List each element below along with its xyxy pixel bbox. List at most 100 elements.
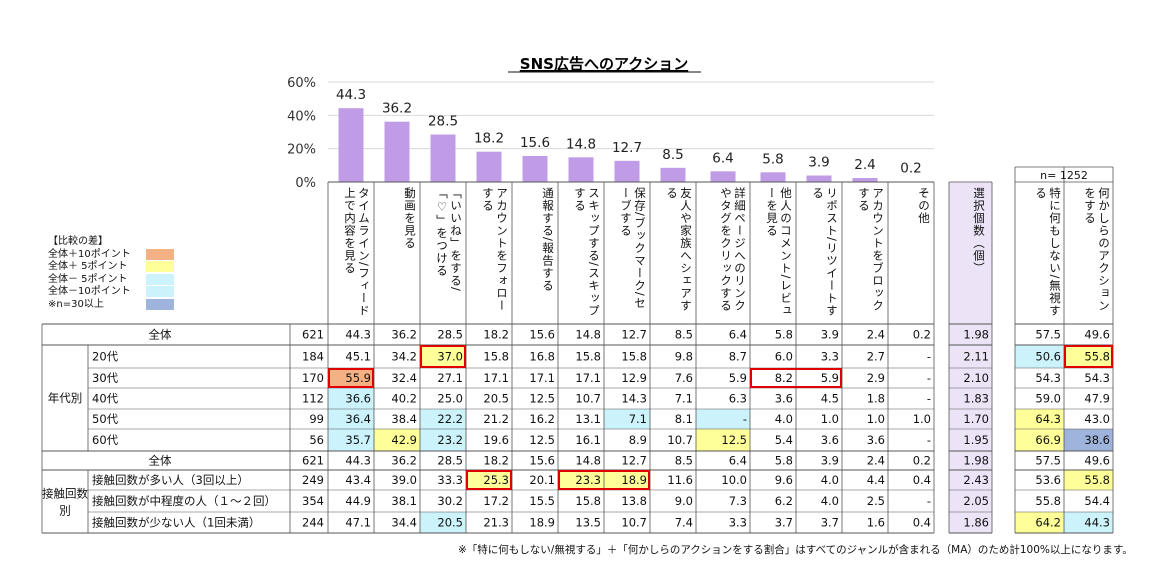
category-label: 通報する/報告する bbox=[541, 187, 555, 292]
table-cell: 22.2 bbox=[437, 412, 463, 426]
row-label: 60代 bbox=[92, 433, 119, 447]
some-header: 何かしらのアクションをする bbox=[1083, 187, 1111, 312]
table-cell: 13.8 bbox=[621, 494, 647, 508]
table-cell: 17.1 bbox=[529, 371, 555, 385]
selected-cell-band bbox=[949, 388, 992, 409]
table-cell: 32.4 bbox=[391, 371, 417, 385]
bar bbox=[568, 157, 594, 182]
cell-highlight bbox=[558, 470, 604, 490]
row-label: 接触回数が中程度の人（１～２回） bbox=[92, 494, 276, 508]
table-cell: 4.0 bbox=[775, 412, 793, 426]
row-n: 170 bbox=[302, 371, 324, 385]
selected-count: 2.11 bbox=[963, 350, 989, 364]
highlight-box bbox=[558, 470, 650, 490]
table-cell: - bbox=[743, 412, 747, 426]
table-cell: 2.4 bbox=[867, 328, 885, 342]
selected-count: 1.70 bbox=[963, 412, 989, 426]
bar bbox=[384, 121, 410, 182]
category-label: リポスト/リツイートする bbox=[811, 187, 839, 317]
some-cell: 47.9 bbox=[1084, 392, 1110, 406]
selected-count: 1.95 bbox=[963, 433, 989, 447]
table-cell: 9.0 bbox=[675, 494, 693, 508]
table-cell: 44.3 bbox=[345, 328, 371, 342]
bar bbox=[852, 178, 878, 182]
selected-cell-band bbox=[949, 409, 992, 429]
bar bbox=[430, 134, 456, 182]
y-tick-label: 60% bbox=[287, 76, 316, 91]
row-label: 30代 bbox=[92, 371, 119, 385]
row-n: 621 bbox=[302, 328, 324, 342]
legend-item: 全体－10ポイント bbox=[48, 286, 176, 299]
legend-item-label: 全体－10ポイント bbox=[48, 286, 131, 297]
legend-item: 全体＋10ポイント bbox=[48, 248, 176, 262]
table-cell: 1.0 bbox=[867, 412, 885, 426]
row-n: 99 bbox=[309, 412, 324, 426]
bar bbox=[476, 151, 502, 182]
table-cell: 13.1 bbox=[575, 412, 601, 426]
bar bbox=[710, 171, 736, 182]
bar-value-label: 3.9 bbox=[808, 155, 829, 171]
table-cell: 42.9 bbox=[391, 433, 417, 447]
table-cell: 7.3 bbox=[729, 494, 747, 508]
cell-highlight bbox=[466, 470, 512, 490]
table-cell: 5.9 bbox=[821, 371, 839, 385]
table-cell: 14.3 bbox=[621, 392, 647, 406]
table-cell: 12.5 bbox=[721, 433, 747, 447]
table-cell: 17.1 bbox=[575, 371, 601, 385]
table-cell: 2.4 bbox=[867, 454, 885, 468]
highlight-box bbox=[328, 368, 374, 388]
group-label: 別 bbox=[59, 504, 71, 518]
table-cell: 36.2 bbox=[391, 328, 417, 342]
row-n: 56 bbox=[309, 433, 324, 447]
bar-value-label: 28.5 bbox=[428, 114, 458, 130]
table-cell: 16.8 bbox=[529, 350, 555, 364]
some-cell: 43.0 bbox=[1084, 412, 1110, 426]
table-cell: 6.4 bbox=[729, 454, 747, 468]
table-cell: 8.5 bbox=[675, 454, 693, 468]
table-cell: 3.6 bbox=[821, 433, 839, 447]
n-label: n= 1252 bbox=[1040, 169, 1088, 182]
table-cell: 5.4 bbox=[775, 433, 793, 447]
row-label: 20代 bbox=[92, 350, 119, 364]
legend-swatch bbox=[146, 248, 174, 260]
table-cell: 0.4 bbox=[913, 473, 931, 487]
table-cell: - bbox=[927, 392, 931, 406]
table-cell: 6.4 bbox=[729, 328, 747, 342]
table-cell: 12.5 bbox=[529, 392, 555, 406]
table-cell: 8.5 bbox=[675, 328, 693, 342]
table-cell: 12.7 bbox=[621, 328, 647, 342]
row-label: 全体 bbox=[149, 454, 172, 468]
row-n: 354 bbox=[302, 494, 324, 508]
legend-swatch bbox=[146, 298, 174, 310]
bar bbox=[760, 172, 786, 182]
legend-item: ※n=30以上 bbox=[48, 298, 176, 312]
category-label: 他人のコメント/レビューを見る bbox=[765, 187, 793, 317]
chart-title: SNS広告へのアクション bbox=[520, 55, 688, 73]
bar bbox=[660, 167, 686, 182]
legend-item-label: 全体－ 5ポイント bbox=[48, 273, 128, 285]
table-cell: - bbox=[927, 350, 931, 364]
table-cell: 34.2 bbox=[391, 350, 417, 364]
table-cell: 35.7 bbox=[345, 433, 371, 447]
cell-highlight bbox=[696, 429, 750, 451]
table-cell: 27.1 bbox=[437, 371, 463, 385]
selected-count: 1.98 bbox=[963, 454, 989, 468]
table-cell: 18.2 bbox=[483, 454, 509, 468]
table-cell: 10.7 bbox=[667, 433, 693, 447]
table-cell: 16.1 bbox=[575, 433, 601, 447]
row-n: 621 bbox=[302, 454, 324, 468]
table-cell: 55.9 bbox=[345, 371, 371, 385]
bar bbox=[338, 108, 364, 182]
table-cell: 6.0 bbox=[775, 350, 793, 364]
cell-highlight bbox=[1015, 512, 1064, 533]
table-cell: 12.7 bbox=[621, 454, 647, 468]
table-cell: 3.3 bbox=[729, 516, 747, 530]
legend-item: 全体－ 5ポイント bbox=[48, 273, 176, 287]
cell-highlight bbox=[328, 429, 374, 451]
selected-count-header: 選択個数（個） bbox=[972, 187, 986, 275]
cell-highlight bbox=[1064, 429, 1113, 451]
selected-cell-band bbox=[949, 490, 992, 512]
category-label: タイムライン/フィード上で内容を見る bbox=[343, 187, 371, 317]
category-label: アカウントをフォローする bbox=[481, 187, 509, 312]
table-cell: 33.3 bbox=[437, 473, 463, 487]
